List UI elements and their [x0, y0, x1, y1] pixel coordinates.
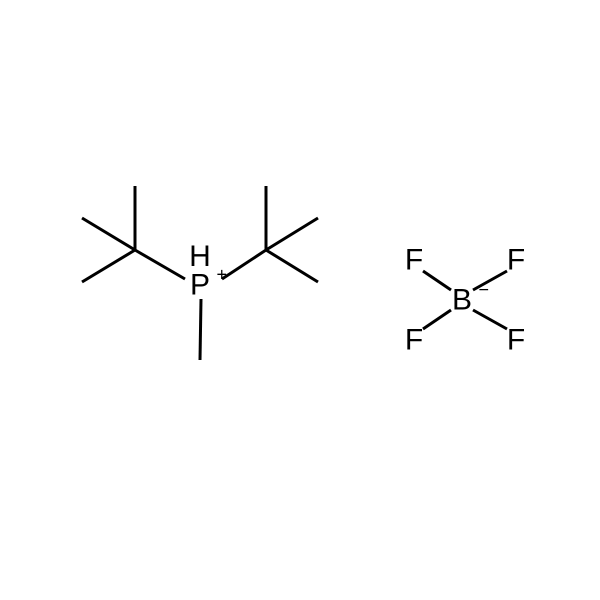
- bond: [423, 271, 451, 290]
- bond: [82, 218, 135, 250]
- bond: [82, 250, 135, 282]
- svg-text:−: −: [479, 280, 490, 300]
- bond: [135, 250, 185, 279]
- atom-label: F: [507, 244, 525, 277]
- bond: [200, 299, 201, 360]
- svg-text:+: +: [217, 265, 228, 285]
- atom-label: F: [507, 324, 525, 357]
- bond: [266, 250, 318, 282]
- chemical-structure: HP+B−FFFF: [0, 0, 600, 600]
- bond: [423, 310, 451, 329]
- svg-text:F: F: [507, 244, 525, 277]
- svg-text:F: F: [405, 244, 423, 277]
- atom-label: B−: [452, 280, 489, 317]
- bond: [222, 250, 266, 279]
- svg-text:F: F: [405, 324, 423, 357]
- atom-label: F: [405, 244, 423, 277]
- atom-label: F: [405, 324, 423, 357]
- bond: [473, 310, 507, 329]
- atom-label: HP+: [189, 240, 227, 302]
- bond: [266, 218, 318, 250]
- svg-text:P: P: [190, 269, 210, 302]
- svg-text:F: F: [507, 324, 525, 357]
- svg-text:B: B: [452, 284, 472, 317]
